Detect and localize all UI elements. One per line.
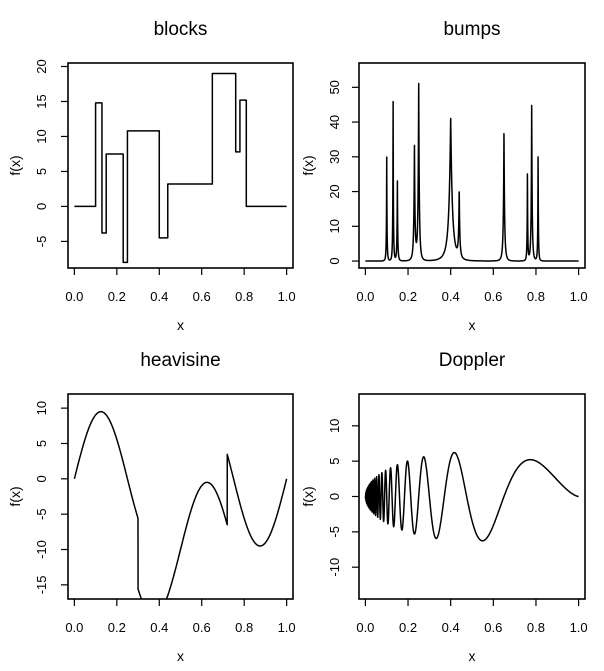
heavisine-series-line bbox=[73, 410, 288, 599]
blocks-plot-frame bbox=[67, 62, 294, 269]
blocks-y-tick-label: 5 bbox=[34, 168, 49, 175]
heavisine-x-axis-label: x bbox=[177, 648, 184, 664]
bumps-y-tick-label: 30 bbox=[327, 150, 342, 164]
heavisine-y-axis-label: f(x) bbox=[7, 486, 23, 506]
doppler-x-axis-label: x bbox=[469, 648, 476, 664]
bumps-x-axis-label: x bbox=[469, 317, 476, 333]
blocks-x-tick-label: 1.0 bbox=[278, 289, 296, 304]
blocks-x-tick-label: 0.2 bbox=[108, 289, 126, 304]
bumps-plot-frame bbox=[358, 62, 586, 269]
heavisine-x-tick-label: 0.8 bbox=[235, 620, 253, 635]
blocks-x-tick-label: 0.6 bbox=[193, 289, 211, 304]
blocks-y-tick-label: 20 bbox=[34, 59, 49, 73]
bumps-y-tick-label: 10 bbox=[327, 219, 342, 233]
doppler-x-tick-label: 0.6 bbox=[484, 620, 502, 635]
doppler-plot-frame bbox=[358, 393, 586, 600]
blocks-x-tick-label: 0.0 bbox=[65, 289, 83, 304]
bumps-y-tick-label: 40 bbox=[327, 115, 342, 129]
panel-heavisine: heavisine 0.0 0.2 0.4 0.6 0.8 1.0 -15 -10 -5 0 5 10 x… bbox=[7, 350, 296, 664]
heavisine-plot-frame bbox=[67, 393, 294, 600]
heavisine-x-tick-label: 1.0 bbox=[278, 620, 296, 635]
blocks-y-tick-label: 0 bbox=[34, 203, 49, 210]
bumps-title: bumps bbox=[443, 19, 500, 40]
heavisine-y-tick-label: 10 bbox=[34, 401, 49, 415]
bumps-y-tick-label: 50 bbox=[327, 80, 342, 94]
heavisine-y-tick-label: 5 bbox=[34, 440, 49, 447]
blocks-y-axis-label: f(x) bbox=[7, 155, 23, 175]
bumps-x-tick-label: 0.0 bbox=[356, 289, 374, 304]
blocks-y-tick-label: 10 bbox=[34, 129, 49, 143]
blocks-y-tick-label: -5 bbox=[34, 236, 49, 248]
heavisine-title: heavisine bbox=[140, 350, 220, 371]
bumps-x-tick-label: 0.8 bbox=[527, 289, 545, 304]
heavisine-x-tick-label: 0.2 bbox=[108, 620, 126, 635]
blocks-x-axis-label: x bbox=[177, 317, 184, 333]
heavisine-x-tick-label: 0.0 bbox=[65, 620, 83, 635]
bumps-x-tick-label: 0.6 bbox=[484, 289, 502, 304]
bumps-y-axis-label: f(x) bbox=[300, 155, 316, 175]
bumps-x-tick-label: 1.0 bbox=[570, 289, 588, 304]
heavisine-x-tick-label: 0.4 bbox=[150, 620, 168, 635]
heavisine-x-tick-label: 0.6 bbox=[193, 620, 211, 635]
bumps-series-line bbox=[364, 82, 580, 262]
doppler-y-tick-label: -5 bbox=[327, 526, 342, 538]
heavisine-y-tick-label: 0 bbox=[34, 475, 49, 482]
doppler-y-tick-label: -10 bbox=[327, 558, 342, 577]
blocks-x-tick-label: 0.4 bbox=[150, 289, 168, 304]
heavisine-y-tick-label: -10 bbox=[34, 540, 49, 559]
panel-blocks: blocks 0.0 0.2 0.4 0.6 0.8 1.0 -5 0 5 10 15 20 x f(x) bbox=[7, 19, 296, 333]
heavisine-y-tick-label: -5 bbox=[34, 508, 49, 520]
doppler-x-tick-label: 0.0 bbox=[356, 620, 374, 635]
bumps-y-tick-label: 20 bbox=[327, 184, 342, 198]
blocks-x-tick-label: 0.8 bbox=[235, 289, 253, 304]
blocks-title: blocks bbox=[154, 19, 208, 40]
bumps-y-tick-label: 0 bbox=[327, 257, 342, 264]
doppler-title: Doppler bbox=[439, 350, 506, 371]
doppler-x-tick-label: 0.2 bbox=[399, 620, 417, 635]
doppler-y-axis-label: f(x) bbox=[300, 486, 316, 506]
doppler-y-tick-label: 0 bbox=[327, 493, 342, 500]
doppler-y-tick-label: 10 bbox=[327, 419, 342, 433]
bumps-x-tick-label: 0.2 bbox=[399, 289, 417, 304]
doppler-series-line bbox=[364, 451, 580, 542]
panel-bumps: bumps 0.0 0.2 0.4 0.6 0.8 1.0 0 10 20 30 40 50 x f(x) bbox=[300, 19, 588, 333]
bumps-x-tick-label: 0.4 bbox=[442, 289, 460, 304]
doppler-x-tick-label: 1.0 bbox=[570, 620, 588, 635]
doppler-x-tick-label: 0.8 bbox=[527, 620, 545, 635]
doppler-y-tick-label: 5 bbox=[327, 458, 342, 465]
heavisine-y-tick-label: -15 bbox=[34, 575, 49, 594]
blocks-y-tick-label: 15 bbox=[34, 94, 49, 108]
panel-doppler: Doppler 0.0 0.2 0.4 0.6 0.8 1.0 -10 -5 0 5 10 x f(x) bbox=[300, 350, 588, 664]
blocks-series-line bbox=[74, 72, 287, 264]
doppler-x-tick-label: 0.4 bbox=[442, 620, 460, 635]
